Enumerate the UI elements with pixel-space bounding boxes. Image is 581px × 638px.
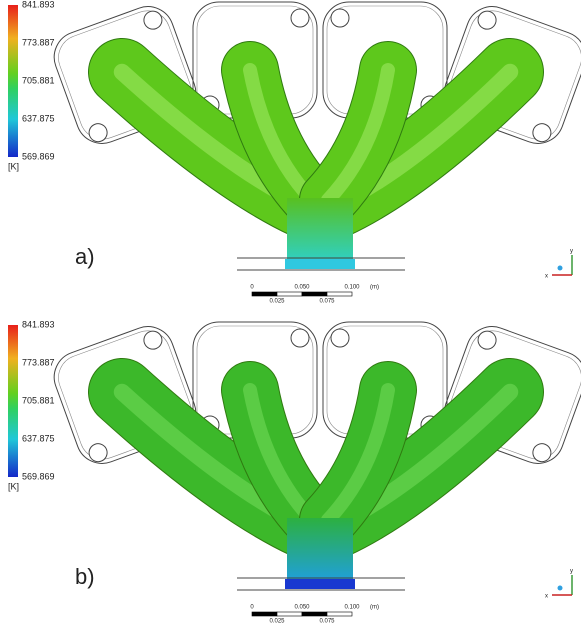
scale-label: 0.100 bbox=[344, 605, 360, 611]
scale-segment bbox=[327, 292, 352, 296]
page: {"panels":[ {"label":"a)","colorbar":{"t… bbox=[0, 0, 581, 638]
scale-label: (m) bbox=[370, 285, 379, 291]
scale-segment bbox=[302, 292, 327, 296]
colorbar-label: 773.887 bbox=[22, 357, 55, 367]
scale-label: 0.050 bbox=[294, 605, 310, 611]
colorbar-label: 705.881 bbox=[22, 75, 55, 85]
scale-label: 0 bbox=[250, 285, 254, 291]
colorbar-unit: [K] bbox=[8, 481, 19, 491]
panel: 841.893 773.887 705.881 637.875 569.869[K] b)… bbox=[8, 319, 581, 624]
axis-label: y bbox=[570, 569, 573, 575]
axis-z bbox=[558, 586, 563, 591]
scale-segment bbox=[302, 612, 327, 616]
outlet bbox=[287, 518, 353, 580]
colorbar-label: 705.881 bbox=[22, 395, 55, 405]
colorbar-label: 569.869 bbox=[22, 151, 55, 161]
figure: 841.893773.887705.881637.875569.869[K]a)… bbox=[0, 0, 581, 638]
axis-z bbox=[558, 266, 563, 271]
colorbar-unit: [K] bbox=[8, 161, 19, 171]
colorbar bbox=[8, 325, 18, 477]
bolt-hole bbox=[476, 329, 499, 352]
bolt-hole bbox=[291, 329, 309, 347]
scale-label: 0.075 bbox=[319, 619, 335, 625]
scale-label: 0 bbox=[250, 605, 254, 611]
scale-segment bbox=[252, 612, 277, 616]
scale-label: 0.050 bbox=[294, 285, 310, 291]
scale-label: 0.100 bbox=[344, 285, 360, 291]
scale-segment bbox=[252, 292, 277, 296]
panel-label: b) bbox=[75, 564, 95, 589]
colorbar bbox=[8, 5, 18, 157]
bolt-hole bbox=[291, 9, 309, 27]
panel-label: a) bbox=[75, 244, 95, 269]
bolt-hole bbox=[141, 9, 164, 32]
scale-segment bbox=[277, 292, 302, 296]
axis-label: x bbox=[545, 594, 548, 600]
panel: 841.893 773.887 705.881 637.875 569.869[K] a)… bbox=[8, 0, 581, 305]
axis-label: y bbox=[570, 249, 573, 255]
bolt-hole bbox=[141, 329, 164, 352]
axis-label: x bbox=[545, 274, 548, 280]
scale-label: 0.025 bbox=[269, 619, 285, 625]
scale-segment bbox=[327, 612, 352, 616]
scale-label: 0.075 bbox=[319, 299, 335, 305]
colorbar-label: 841.893 bbox=[22, 319, 55, 329]
colorbar-label: 773.887 bbox=[22, 37, 55, 47]
colorbar-label: 637.875 bbox=[22, 113, 55, 123]
bolt-hole bbox=[331, 9, 349, 27]
outlet-ring bbox=[285, 259, 355, 269]
outlet-ring bbox=[285, 579, 355, 589]
bolt-hole bbox=[331, 329, 349, 347]
outlet bbox=[287, 198, 353, 260]
colorbar-label: 841.893 bbox=[22, 0, 55, 9]
bolt-hole bbox=[476, 9, 499, 32]
scale-label: 0.025 bbox=[269, 299, 285, 305]
colorbar-label: 637.875 bbox=[22, 433, 55, 443]
scale-label: (m) bbox=[370, 605, 379, 611]
colorbar-label: 569.869 bbox=[22, 471, 55, 481]
scale-segment bbox=[277, 612, 302, 616]
